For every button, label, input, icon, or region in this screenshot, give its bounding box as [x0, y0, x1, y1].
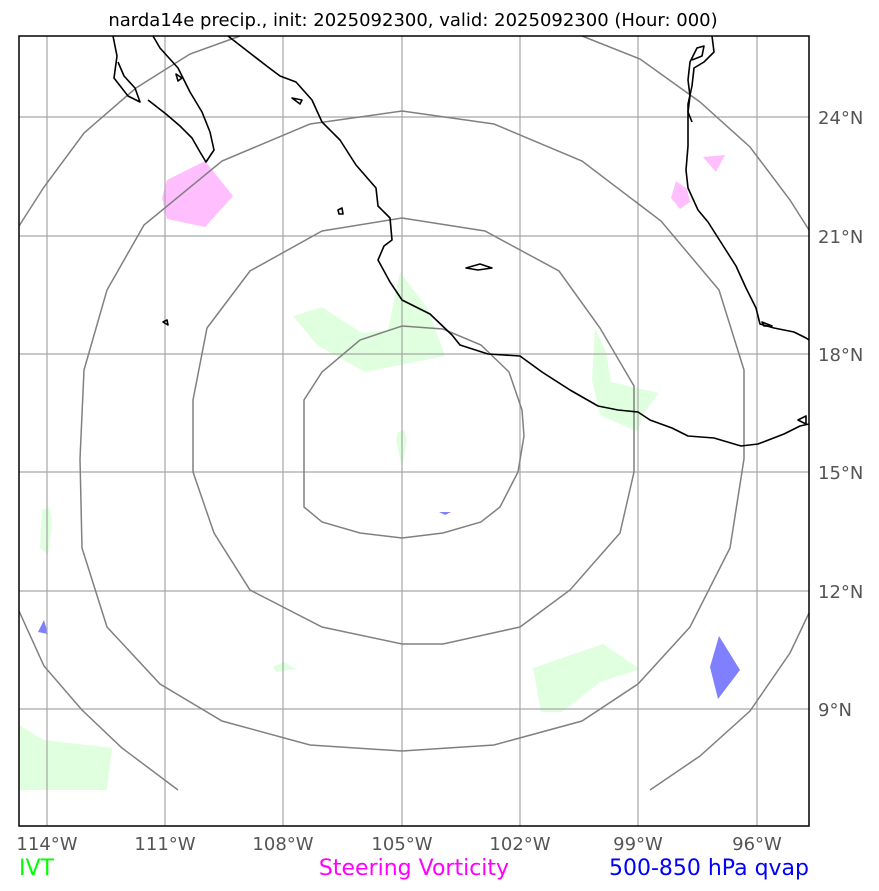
ivt-area: [40, 508, 52, 555]
legend-steering-vorticity: Steering Vorticity: [319, 856, 509, 881]
coastline-mexico: [227, 35, 810, 447]
ivt-area: [273, 662, 296, 672]
x-tick-label: 105°W: [371, 834, 432, 855]
range-ring: [79, 110, 745, 752]
gridlines: [19, 36, 809, 826]
ivt-area: [19, 725, 112, 790]
island: [465, 263, 493, 271]
legend-qvap: 500-850 hPa qvap: [609, 856, 809, 881]
ivt-area: [293, 272, 445, 372]
range-ring: [649, 612, 810, 791]
y-tick-label: 12°N: [818, 582, 863, 603]
qvap-area: [38, 620, 48, 634]
legend: IVT Steering Vorticity 500-850 hPa qvap: [19, 856, 809, 881]
map-background: [19, 36, 809, 826]
range-ring: [192, 217, 635, 645]
qvap-area: [439, 512, 451, 515]
island: [291, 97, 303, 105]
coastline-baja-inner: [147, 35, 215, 163]
x-axis-labels: 114°W 111°W 108°W 105°W 102°W 99°W 96°W: [16, 834, 782, 855]
coastline-baja: [112, 35, 141, 103]
x-tick-label: 108°W: [252, 834, 313, 855]
x-tick-label: 102°W: [489, 834, 550, 855]
x-tick-label: 99°W: [613, 834, 663, 855]
vorticity-area: [703, 155, 725, 172]
y-tick-label: 24°N: [818, 108, 863, 129]
qvap-area: [710, 636, 740, 699]
ivt-area: [592, 328, 659, 432]
legend-ivt: IVT: [19, 856, 55, 881]
vorticity-area: [162, 161, 233, 227]
range-rings: [18, 35, 810, 791]
y-tick-label: 21°N: [818, 227, 863, 248]
vorticity-area: [671, 181, 690, 209]
y-tick-label: 18°N: [818, 345, 863, 366]
island: [175, 73, 183, 82]
y-tick-label: 15°N: [818, 463, 863, 484]
island: [797, 415, 807, 425]
map-panel: [18, 35, 810, 827]
ivt-areas: [19, 272, 659, 790]
x-tick-label: 111°W: [134, 834, 195, 855]
coastline-east-inner: [687, 45, 705, 123]
qvap-areas: [38, 512, 740, 699]
x-tick-label: 96°W: [732, 834, 782, 855]
range-ring: [18, 35, 241, 227]
range-ring: [581, 35, 810, 231]
y-axis-labels: 24°N 21°N 18°N 15°N 12°N 9°N: [818, 108, 863, 721]
ivt-area: [533, 644, 640, 712]
island: [337, 207, 344, 215]
map-frame: [18, 35, 810, 827]
range-ring: [303, 325, 525, 539]
range-ring: [18, 610, 179, 791]
map-title: narda14e precip., init: 2025092300, vali…: [108, 10, 717, 31]
island: [761, 321, 773, 327]
coastlines: [112, 35, 810, 447]
island: [162, 319, 169, 326]
vorticity-areas: [162, 155, 725, 227]
x-tick-label: 114°W: [16, 834, 77, 855]
y-tick-label: 9°N: [818, 700, 852, 721]
